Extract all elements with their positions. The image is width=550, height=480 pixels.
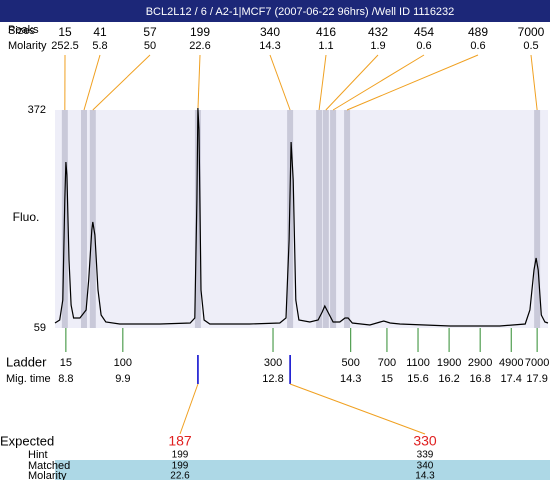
expected-connector (179, 383, 199, 435)
ladder-time: 12.8 (262, 373, 283, 385)
expected-molarity: 14.3 (415, 471, 435, 480)
expected-expected: 187 (168, 433, 192, 449)
peak-molarity: 50 (144, 40, 156, 52)
peak-size: 7000 (518, 25, 545, 39)
plot-area (55, 110, 548, 328)
ladder-size: 500 (342, 357, 360, 369)
peak-band (316, 110, 323, 328)
expected-molarity: 22.6 (170, 471, 190, 480)
ladder-time: 8.8 (58, 373, 73, 385)
ladder-time: 9.9 (115, 373, 130, 385)
ladder-size: 1100 (406, 357, 430, 369)
expected-matched: 340 (417, 461, 434, 472)
peak-band (344, 110, 351, 328)
peak-size: 41 (93, 25, 107, 39)
chart-title: BCL2L12 / 6 / A2-1|MCF7 (2007-06-22 96hr… (146, 6, 455, 18)
peak-molarity: 1.1 (318, 40, 333, 52)
expected-expected: 330 (413, 433, 437, 449)
peak-band (194, 110, 201, 328)
ladder-time: 14.3 (340, 373, 361, 385)
expected-hint: 339 (417, 450, 434, 461)
peak-connector (530, 54, 538, 111)
row-label: Expected (0, 433, 54, 448)
row-label: Molarity (8, 40, 47, 52)
row-label: Hint (28, 449, 48, 461)
peak-molarity: 1.9 (370, 40, 385, 52)
ladder-size: 4900 (499, 357, 523, 369)
trace (54, 107, 549, 327)
peak-connector (92, 54, 151, 111)
peak-band (534, 110, 541, 328)
peak-band (89, 110, 96, 328)
peak-size: 15 (58, 25, 72, 39)
ladder-time: 16.8 (469, 373, 490, 385)
peak-size: 416 (316, 25, 336, 39)
header-bar (0, 0, 550, 22)
peak-connector (197, 54, 201, 111)
molarity-row-bg (55, 471, 550, 480)
row-label: Ladder (6, 354, 47, 369)
peak-size: 340 (260, 25, 280, 39)
ladder-size: 2900 (468, 357, 492, 369)
peak-molarity: 0.6 (470, 40, 485, 52)
peak-connector (269, 54, 291, 111)
peak-size: 432 (368, 25, 388, 39)
peak-molarity: 14.3 (259, 40, 280, 52)
ladder-size: 7000 (525, 357, 549, 369)
y-axis-label: Fluo. (13, 210, 40, 224)
ladder-size: 1900 (437, 357, 461, 369)
peak-molarity: 0.6 (416, 40, 431, 52)
peak-size: 454 (414, 25, 434, 39)
expected-matched: 199 (172, 461, 189, 472)
peak-molarity: 5.8 (92, 40, 107, 52)
y-tick-label: 59 (34, 322, 46, 334)
peak-connector (318, 54, 327, 111)
row-label: Mig. time (6, 373, 51, 385)
y-tick-label: 372 (28, 104, 46, 116)
peak-connector (325, 54, 379, 111)
peak-molarity: 0.5 (523, 40, 538, 52)
peak-size: 199 (190, 25, 210, 39)
ladder-time: 17.4 (501, 373, 522, 385)
ladder-size: 100 (114, 357, 132, 369)
peak-band (81, 110, 87, 328)
row-label: Sizes (8, 25, 35, 37)
row-label: Matched (28, 460, 70, 472)
ladder-time: 15 (381, 373, 393, 385)
row-label: Molarity (28, 470, 67, 480)
expected-connector (289, 383, 426, 435)
peak-connector (346, 54, 479, 111)
peak-band (330, 110, 337, 328)
expected-hint: 199 (172, 450, 189, 461)
peak-size: 57 (143, 25, 157, 39)
ladder-size: 300 (264, 357, 282, 369)
ladder-time: 16.2 (438, 373, 459, 385)
peak-size: 489 (468, 25, 488, 39)
peak-molarity: 22.6 (189, 40, 210, 52)
ladder-size: 700 (378, 357, 396, 369)
matched-row-bg (55, 460, 550, 471)
ladder-size: 15 (60, 357, 72, 369)
ladder-time: 17.9 (526, 373, 547, 385)
peak-molarity: 252.5 (51, 40, 79, 52)
peak-connector (83, 54, 101, 111)
peak-band (322, 110, 329, 328)
row-label: Peaks (8, 24, 39, 36)
ladder-time: 15.6 (407, 373, 428, 385)
peak-connector (332, 54, 425, 111)
